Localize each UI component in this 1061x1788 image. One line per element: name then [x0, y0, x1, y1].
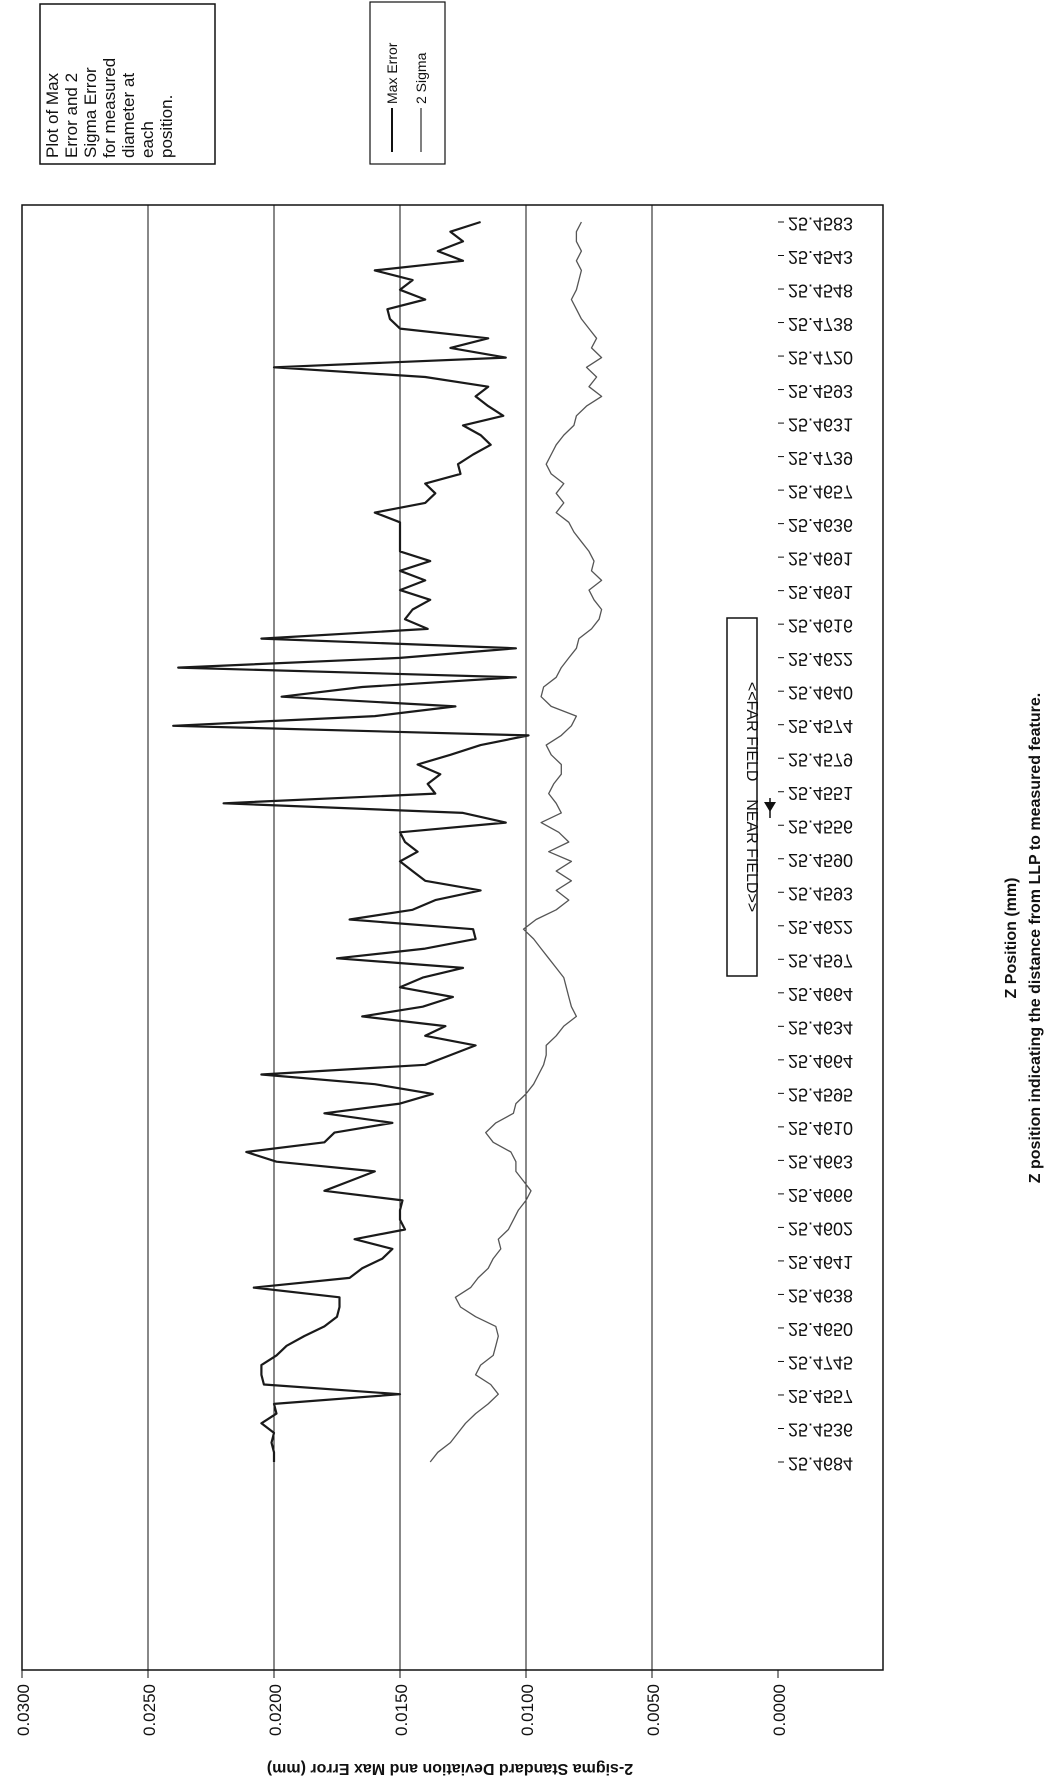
- value-tick-label: 0.0250: [140, 1684, 159, 1736]
- position-tick-label: 25.4640: [788, 682, 853, 702]
- position-tick-label: 25.4691: [788, 548, 853, 568]
- position-tick-label: 25.4543: [788, 247, 853, 267]
- value-tick-label: 0.0050: [644, 1684, 663, 1736]
- value-axis-ticks: 0.0000 0.0050 0.0100 0.0150 0.0200 0.0250 0.03…: [14, 1670, 789, 1736]
- position-tick-label: 25.4557: [788, 1386, 853, 1406]
- position-tick-label: 25.4616: [788, 615, 853, 635]
- position-tick-label: 25.4556: [788, 816, 853, 836]
- position-tick-label: 25.4657: [788, 481, 853, 501]
- value-tick-label: 0.0300: [14, 1684, 33, 1736]
- grid-layer: [147, 205, 653, 1670]
- position-axis-title: Z Position (mm): [1003, 878, 1020, 999]
- position-tick-label: 25.4636: [788, 515, 853, 535]
- position-axis-subtitle: Z position indicating the distance from …: [1027, 693, 1044, 1183]
- position-tick-label: 25.4610: [788, 1118, 853, 1138]
- plot-area-frame: [21, 204, 884, 1671]
- value-tick-label: 0.0200: [266, 1684, 285, 1736]
- position-tick-label: 25.4634: [788, 1018, 853, 1038]
- position-tick-label: 25.4666: [788, 1185, 853, 1205]
- note-text-line: each: [138, 121, 157, 158]
- value-axis-title: 2-sigma Standard Deviation and Max Error…: [267, 1760, 633, 1777]
- position-tick-label: 25.4536: [788, 1420, 853, 1440]
- legend-label-2-sigma: 2 Sigma: [413, 52, 429, 104]
- field-arrow-head: [764, 802, 776, 812]
- position-tick-label: 25.4663: [788, 1152, 853, 1172]
- position-tick-label: 25.4738: [788, 314, 853, 334]
- note-box: Plot of Max Error and 2 Sigma Error for mea…: [39, 3, 216, 165]
- position-tick-label: 25.4579: [788, 749, 853, 769]
- position-tick-label: 25.4650: [788, 1319, 853, 1339]
- note-text-line: position.: [157, 95, 176, 158]
- note-text-line: Error and 2: [62, 73, 81, 158]
- note-text-line: diameter at: [119, 73, 138, 158]
- position-tick-label: 25.4595: [788, 1085, 853, 1105]
- position-tick-label: 25.4590: [788, 850, 853, 870]
- position-tick-label: 25.4602: [788, 1219, 853, 1239]
- value-tick-label: 0.0000: [770, 1684, 789, 1736]
- position-tick-label: 25.4551: [788, 783, 853, 803]
- position-tick-label: 25.4745: [788, 1353, 853, 1373]
- series-line-max-error: [172, 220, 530, 1462]
- position-tick-label: 25.4664: [788, 984, 853, 1004]
- note-text-line: for measured: [100, 58, 119, 158]
- position-tick-label: 25.4631: [788, 414, 853, 434]
- position-tick-label: 25.4593: [788, 381, 853, 401]
- value-tick-label: 0.0100: [518, 1684, 537, 1736]
- position-tick-label: 25.4720: [788, 347, 853, 367]
- field-annotation-label: <<FAR FIELD NEAR FIELD>>: [743, 682, 760, 912]
- position-tick-label: 25.4664: [788, 1051, 853, 1071]
- position-tick-label: 25.4739: [788, 448, 853, 468]
- series-line-2-sigma: [429, 221, 603, 1463]
- position-tick-label: 25.4593: [788, 884, 853, 904]
- position-tick-label: 25.4597: [788, 951, 853, 971]
- note-text-line: Plot of Max: [43, 72, 62, 158]
- position-tick-label: 25.4574: [788, 716, 853, 736]
- position-axis-ticks: 25.4684 25.4536 25.4557 25.4745 25.4650 25.46…: [778, 213, 853, 1473]
- position-tick-label: 25.4684: [788, 1453, 853, 1473]
- legend-label-max-error: Max Error: [384, 42, 400, 104]
- position-tick-label: 25.4622: [788, 649, 853, 669]
- value-tick-label: 0.0150: [392, 1684, 411, 1736]
- note-text: Plot of Max Error and 2 Sigma Error for mea…: [43, 58, 176, 158]
- position-tick-label: 25.4583: [788, 213, 853, 233]
- position-tick-label: 25.4548: [788, 280, 853, 300]
- series-layer: [172, 220, 603, 1463]
- position-tick-label: 25.4622: [788, 917, 853, 937]
- position-tick-label: 25.4641: [788, 1252, 853, 1272]
- note-text-line: Sigma Error: [81, 67, 100, 158]
- legend: Max Error 2 Sigma: [369, 1, 446, 165]
- position-tick-label: 25.4691: [788, 582, 853, 602]
- position-tick-label: 25.4638: [788, 1286, 853, 1306]
- field-annotation: <<FAR FIELD NEAR FIELD>>: [726, 617, 776, 977]
